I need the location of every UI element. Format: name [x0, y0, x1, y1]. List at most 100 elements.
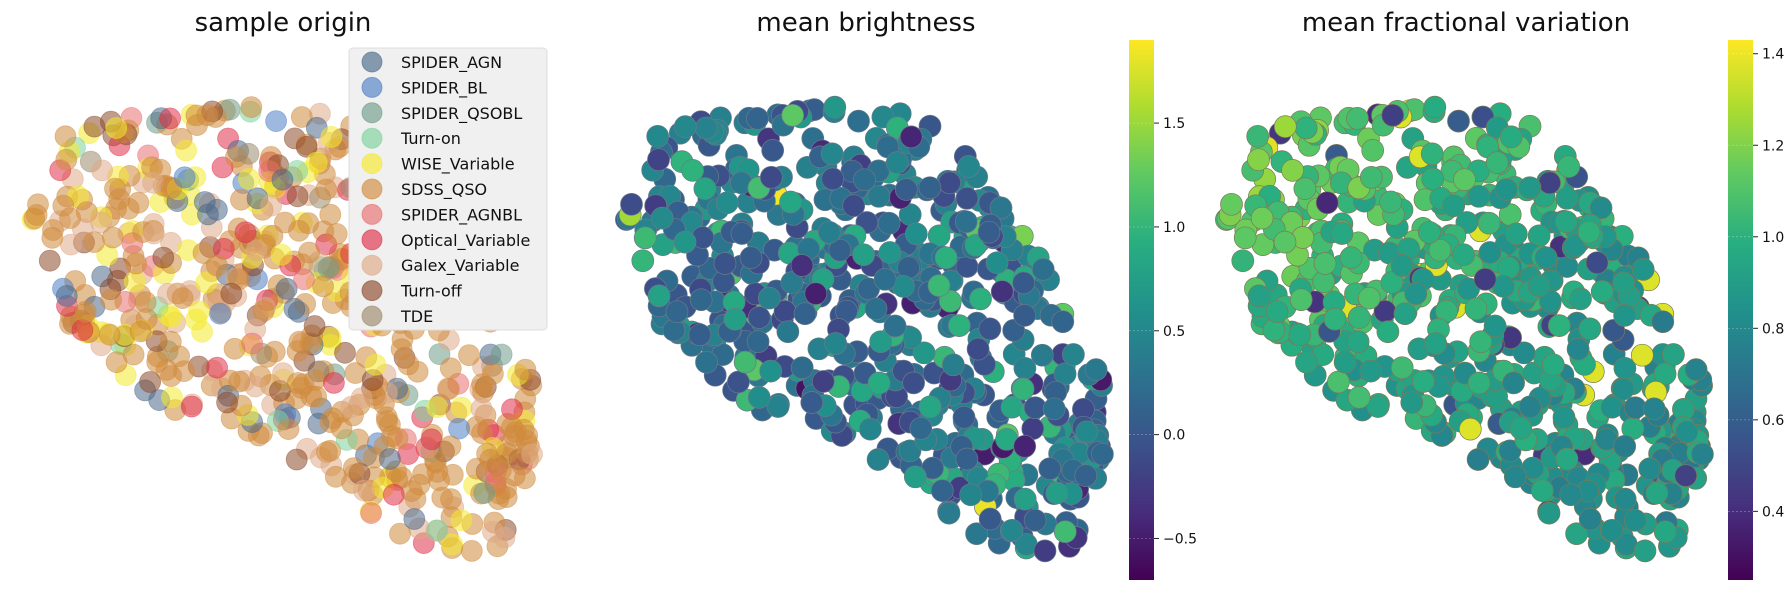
- legend-marker: [361, 280, 383, 302]
- scatter-point: [216, 391, 239, 414]
- scatter-point: [426, 396, 449, 419]
- scatter-point: [1530, 479, 1554, 502]
- scatter-point: [811, 370, 835, 393]
- scatter-point: [1442, 194, 1466, 218]
- scatter-point: [1347, 306, 1371, 329]
- scatter-point: [83, 231, 105, 254]
- scatter-point: [59, 207, 81, 230]
- scatter-point: [101, 226, 124, 249]
- scatter-point: [793, 302, 817, 326]
- scatter-point: [713, 252, 737, 275]
- scatter-point: [1552, 405, 1576, 429]
- scatter-point: [1273, 230, 1297, 254]
- scatter-point: [1393, 302, 1417, 326]
- scatter-point: [1031, 258, 1055, 281]
- colorbar-ticks: 0.4 0.6 0.8 1.0 1.2 1.4: [1728, 47, 1784, 520]
- scatter-point: [450, 509, 473, 532]
- scatter-point: [1247, 148, 1270, 172]
- scatter-point: [27, 193, 49, 216]
- scatter-point: [1538, 289, 1562, 313]
- scatter-points-mean-brightness: [615, 95, 1114, 563]
- scatter-point: [1247, 284, 1271, 308]
- scatter-point: [739, 246, 763, 269]
- scatter-point: [955, 186, 979, 210]
- scatter-point: [55, 284, 78, 307]
- scatter-point: [1323, 307, 1347, 331]
- scatter-point: [853, 168, 876, 192]
- scatter-point: [1288, 323, 1312, 347]
- scatter-point: [319, 439, 342, 462]
- scatter-point: [1062, 343, 1085, 366]
- scatter-point: [646, 124, 670, 148]
- scatter-point: [245, 239, 268, 262]
- scatter-point: [867, 184, 891, 208]
- scatter-point: [781, 103, 805, 127]
- scatter-point: [842, 194, 866, 218]
- scatter-point: [1281, 159, 1304, 182]
- scatter-point: [1613, 434, 1637, 458]
- scatter-point: [286, 372, 309, 394]
- scatter-point: [1611, 377, 1635, 401]
- scatter-point: [1585, 251, 1609, 275]
- scatter-point: [894, 178, 918, 201]
- scatter-point: [1477, 211, 1501, 235]
- scatter-point: [1631, 258, 1655, 281]
- scatter-point: [1485, 151, 1509, 174]
- scatter-point: [382, 483, 405, 506]
- scatter-point: [1452, 243, 1475, 267]
- scatter-point: [955, 447, 979, 471]
- scatter-point: [1346, 107, 1369, 130]
- scatter-point: [693, 177, 717, 200]
- scatter-point: [952, 405, 976, 429]
- scatter-point: [633, 226, 657, 250]
- scatter-point: [1547, 314, 1571, 337]
- scatter-point: [828, 238, 852, 262]
- scatter-point: [265, 110, 288, 132]
- scatter-point: [804, 282, 828, 305]
- scatter-point: [1684, 358, 1708, 381]
- scatter-point: [1023, 396, 1047, 420]
- scatter-point: [1691, 442, 1714, 466]
- scatter-point: [297, 212, 320, 235]
- scatter-point: [160, 306, 183, 329]
- scatter-point: [779, 190, 802, 214]
- scatter-point: [1339, 246, 1363, 269]
- scatter-point: [1675, 420, 1699, 444]
- scatter-point: [196, 104, 219, 127]
- scatter-point: [55, 148, 78, 171]
- scatter-point: [1289, 288, 1313, 312]
- scatter-point: [1674, 464, 1698, 487]
- colorbar-tick-label: 0.0: [1163, 428, 1185, 444]
- scatter-point: [180, 395, 203, 418]
- scatter-points-mean-fractional-variation: [1215, 95, 1714, 563]
- scatter-point: [1653, 362, 1677, 386]
- scatter-point: [460, 540, 483, 562]
- scatter-point: [1613, 304, 1636, 327]
- scatter-point: [1000, 518, 1024, 542]
- scatter-point: [260, 194, 283, 217]
- colorbar-mean-fractional-variation: 0.4 0.6 0.8 1.0 1.2 1.4: [1728, 40, 1784, 580]
- scatter-point: [1293, 177, 1317, 200]
- scatter-point: [1220, 192, 1243, 216]
- scatter-point: [1503, 465, 1527, 489]
- colorbar-tick-label: 1.4: [1762, 47, 1784, 63]
- scatter-point: [959, 483, 983, 507]
- scatter-point: [969, 287, 992, 311]
- scatter-point: [1366, 395, 1390, 418]
- scatter-point: [688, 323, 712, 347]
- scatter-point: [439, 435, 462, 458]
- scatter-point: [1347, 386, 1371, 409]
- scatter-point: [800, 391, 824, 414]
- scatter-point: [98, 323, 121, 346]
- scatter-point: [1541, 353, 1565, 377]
- colorbar-gradient: [1129, 40, 1154, 580]
- colorbar-tick-label: 1.0: [1163, 220, 1185, 236]
- scatter-point: [1359, 359, 1383, 383]
- scatter-point: [450, 396, 473, 419]
- scatter-point: [1557, 155, 1581, 178]
- legend-label: Turn-off: [400, 282, 463, 301]
- scatter-point: [41, 226, 64, 249]
- scatter-point: [878, 241, 902, 264]
- scatter-point: [1527, 274, 1551, 297]
- scatter-point: [927, 274, 951, 297]
